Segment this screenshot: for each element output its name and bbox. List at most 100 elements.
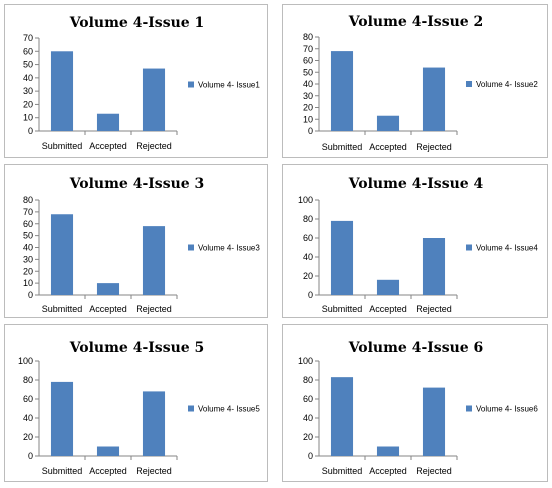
y-tick-label: 50: [303, 67, 313, 77]
y-tick-label: 80: [23, 375, 33, 385]
y-tick-label: 0: [308, 451, 313, 461]
y-tick-label: 30: [23, 86, 33, 96]
y-tick-label: 0: [28, 126, 33, 136]
y-tick-label: 80: [303, 32, 313, 42]
legend-label: Volume 4- Issue6: [476, 405, 538, 414]
legend-swatch: [466, 244, 472, 251]
y-tick-label: 50: [23, 60, 33, 70]
y-tick-label: 40: [303, 79, 313, 89]
bar: [50, 381, 74, 456]
bar: [50, 214, 74, 295]
chart-panel-issue-5: Volume 4-Issue 5 0 20 40 60 80 100 Submitted Acc…: [4, 324, 268, 482]
chart-title: Volume 4-Issue 4: [348, 176, 484, 192]
y-tick-label: 40: [23, 243, 33, 253]
legend-swatch: [466, 405, 472, 412]
x-category-label: Rejected: [416, 466, 452, 476]
bar: [376, 279, 400, 295]
y-tick-label: 40: [23, 413, 33, 423]
x-category-label: Accepted: [89, 141, 127, 151]
y-tick-label: 60: [23, 46, 33, 56]
y-tick-label: 0: [28, 451, 33, 461]
y-tick-label: 100: [298, 195, 313, 205]
y-tick-label: 40: [303, 252, 313, 262]
y-tick-label: 20: [303, 271, 313, 281]
y-tick-label: 10: [23, 278, 33, 288]
bar: [330, 377, 354, 456]
y-tick-label: 30: [303, 91, 313, 101]
x-category-label: Rejected: [136, 304, 172, 314]
y-tick-label: 20: [303, 103, 313, 113]
y-tick-label: 100: [298, 356, 313, 366]
legend-label: Volume 4- Issue4: [476, 244, 538, 253]
y-tick-label: 80: [23, 195, 33, 205]
y-tick-label: 20: [23, 266, 33, 276]
x-category-label: Submitted: [322, 304, 363, 314]
y-tick-label: 50: [23, 231, 33, 241]
y-tick-label: 60: [303, 233, 313, 243]
bar: [50, 51, 74, 131]
x-category-label: Rejected: [416, 142, 452, 152]
chart-title: Volume 4-Issue 5: [69, 340, 205, 356]
y-tick-label: 60: [23, 394, 33, 404]
x-category-label: Rejected: [136, 466, 172, 476]
legend-label: Volume 4- Issue3: [198, 244, 260, 253]
chart-title: Volume 4-Issue 6: [348, 340, 484, 356]
bar: [376, 115, 400, 131]
y-tick-label: 70: [303, 44, 313, 54]
y-tick-label: 0: [308, 126, 313, 136]
x-category-label: Submitted: [322, 466, 363, 476]
chart-title: Volume 4-Issue 2: [348, 14, 484, 30]
y-tick-label: 70: [23, 33, 33, 43]
x-category-label: Submitted: [42, 141, 83, 151]
y-tick-label: 20: [303, 432, 313, 442]
y-tick-label: 70: [23, 207, 33, 217]
x-category-label: Accepted: [369, 142, 407, 152]
bar: [422, 238, 446, 295]
chart-svg: Volume 4-Issue 5 0 20 40 60 80 100 Submitted Acc…: [18, 340, 260, 476]
bar: [422, 387, 446, 456]
x-category-label: Submitted: [322, 142, 363, 152]
x-category-label: Rejected: [416, 304, 452, 314]
x-category-label: Accepted: [369, 466, 407, 476]
legend-swatch: [188, 405, 194, 412]
bar: [96, 446, 120, 456]
bar: [142, 391, 166, 456]
chart-panel-issue-2: Volume 4-Issue 2 0 10 20 30 40 50 60 70 80 Submitt…: [282, 4, 548, 158]
y-tick-label: 10: [303, 114, 313, 124]
chart-title: Volume 4-Issue 3: [69, 176, 205, 192]
bar: [330, 51, 354, 131]
legend-swatch: [466, 81, 472, 87]
legend-label: Volume 4- Issue1: [198, 81, 260, 90]
y-tick-label: 40: [23, 73, 33, 83]
y-tick-label: 0: [308, 290, 313, 300]
bar: [96, 283, 120, 295]
y-tick-label: 40: [303, 413, 313, 423]
x-category-label: Accepted: [369, 304, 407, 314]
x-category-label: Submitted: [42, 304, 83, 314]
chart-svg: Volume 4-Issue 4 0 20 40 60 80 100 Submitted Acc…: [298, 176, 538, 314]
y-tick-label: 30: [23, 254, 33, 264]
bar: [422, 67, 446, 131]
bar: [96, 113, 120, 131]
y-tick-label: 60: [303, 394, 313, 404]
y-tick-label: 0: [28, 290, 33, 300]
chart-panel-issue-6: Volume 4-Issue 6 0 20 40 60 80 100 Submitted Acc…: [282, 324, 548, 482]
chart-panel-issue-3: Volume 4-Issue 3 0 10 20 30 40 50 60 70 80 Submitt…: [4, 164, 268, 318]
bar: [142, 226, 166, 295]
bar: [376, 446, 400, 456]
chart-panel-issue-1: Volume 4-Issue 1 0 10 20 30 40 50 60 70 Submitted…: [4, 4, 268, 158]
x-category-label: Accepted: [89, 466, 127, 476]
y-tick-label: 20: [23, 432, 33, 442]
y-tick-label: 60: [303, 56, 313, 66]
y-tick-label: 80: [303, 214, 313, 224]
bar: [330, 220, 354, 295]
legend-swatch: [188, 81, 194, 88]
bar: [142, 68, 166, 131]
x-category-label: Submitted: [42, 466, 83, 476]
chart-title: Volume 4-Issue 1: [69, 15, 205, 31]
chart-svg: Volume 4-Issue 201020304050607080Submitt…: [303, 14, 538, 152]
legend-swatch: [188, 244, 194, 251]
x-category-label: Accepted: [89, 304, 127, 314]
chart-svg: Volume 4-Issue 1 0 10 20 30 40 50 60 70 Submitted…: [23, 15, 260, 151]
